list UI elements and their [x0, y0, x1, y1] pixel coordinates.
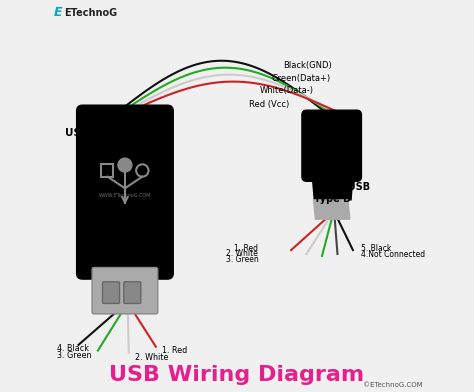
Polygon shape: [313, 200, 350, 219]
Text: White(Data-): White(Data-): [260, 86, 314, 95]
Text: ETechnoG: ETechnoG: [64, 8, 117, 18]
Text: ©ETechnoG.COM: ©ETechnoG.COM: [363, 381, 422, 388]
Text: 3. Green: 3. Green: [57, 351, 92, 360]
FancyBboxPatch shape: [77, 105, 173, 279]
Polygon shape: [312, 177, 353, 200]
Circle shape: [118, 158, 132, 172]
Text: 2. White: 2. White: [135, 353, 168, 362]
Text: WWW.ETechnoG.COM: WWW.ETechnoG.COM: [99, 194, 151, 198]
Text: 4.Not Connected: 4.Not Connected: [361, 250, 425, 259]
Text: USB Wiring Diagram: USB Wiring Diagram: [109, 365, 365, 385]
Text: 3. Green: 3. Green: [226, 255, 258, 264]
Text: 1. Red: 1. Red: [162, 346, 187, 355]
Text: 1. Red: 1. Red: [234, 244, 258, 253]
Text: 2. White: 2. White: [227, 249, 258, 258]
FancyBboxPatch shape: [124, 282, 141, 303]
FancyBboxPatch shape: [102, 282, 119, 303]
Text: 5. Black: 5. Black: [361, 244, 391, 253]
Text: E: E: [54, 6, 62, 19]
FancyBboxPatch shape: [302, 110, 362, 181]
Text: Red (Vcc): Red (Vcc): [248, 100, 289, 109]
Text: 4. Black: 4. Black: [57, 344, 89, 353]
Text: Micro USB
Type B: Micro USB Type B: [314, 182, 370, 204]
Text: USB Type A: USB Type A: [65, 128, 132, 138]
Text: Green(Data+): Green(Data+): [272, 74, 331, 83]
FancyBboxPatch shape: [92, 267, 158, 314]
Text: Black(GND): Black(GND): [283, 61, 332, 70]
